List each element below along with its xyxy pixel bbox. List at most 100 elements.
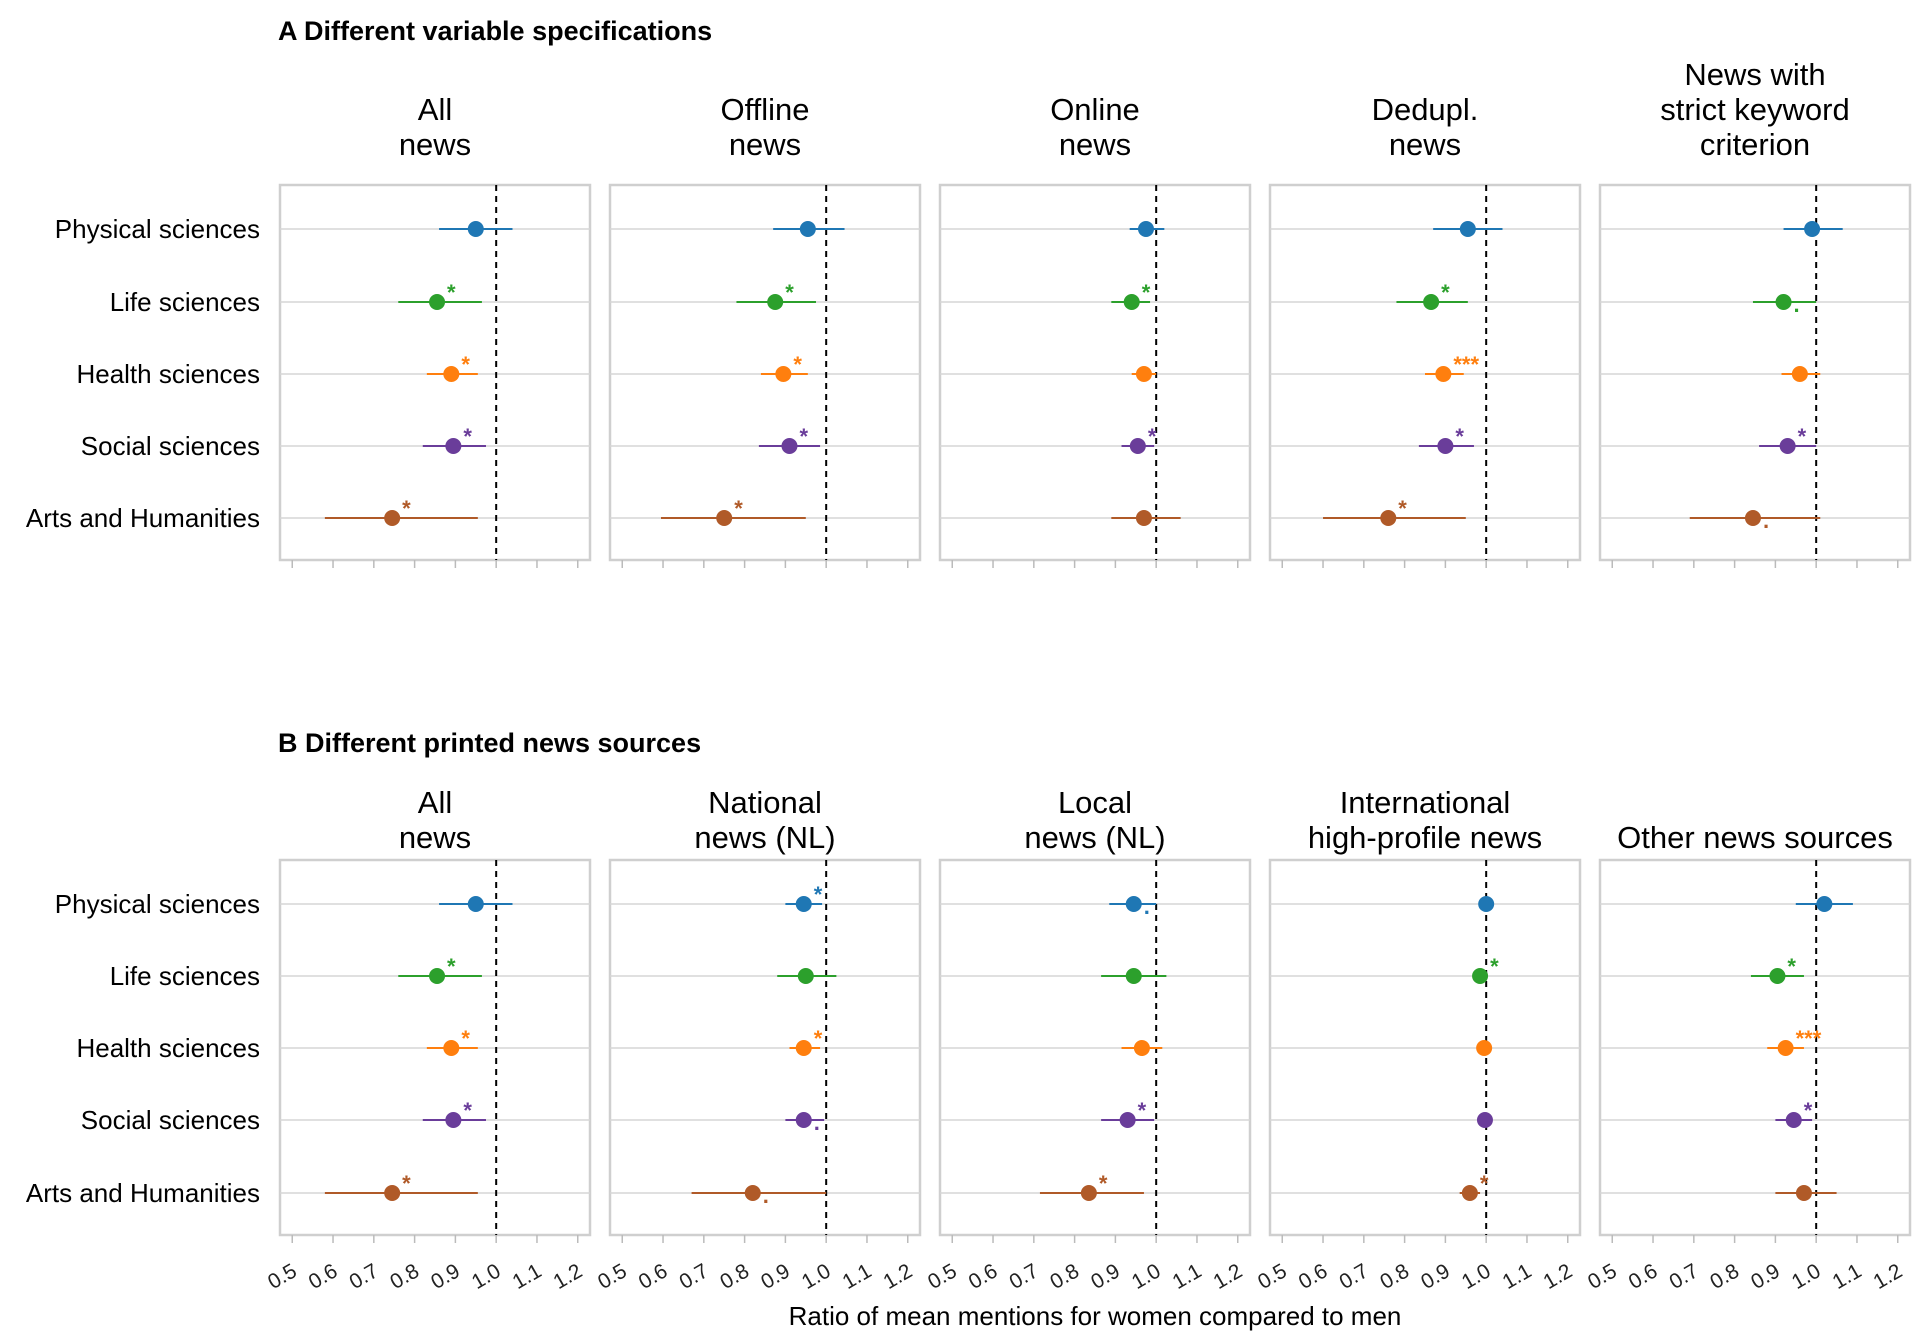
facet-title: criterion (1700, 127, 1810, 162)
point-estimate (445, 1112, 462, 1128)
x-tick-label: 0.9 (427, 1259, 464, 1294)
point-estimate (384, 510, 401, 526)
point-estimate (443, 1040, 460, 1056)
significance-marker: * (1787, 954, 1796, 979)
point-estimate (467, 221, 484, 237)
x-tick-label: 0.7 (1336, 1259, 1373, 1294)
x-tick-label: 1.2 (1539, 1259, 1576, 1294)
x-tick-label: 0.5 (924, 1259, 961, 1294)
row-label: Social sciences (81, 431, 260, 461)
x-tick-label: 1.0 (1128, 1259, 1165, 1294)
point-estimate (1744, 510, 1761, 526)
point-estimate (1125, 896, 1142, 912)
x-tick-label: 0.5 (1584, 1259, 1621, 1294)
significance-marker: * (463, 1098, 472, 1123)
point-estimate (1380, 510, 1397, 526)
panel-border (608, 183, 922, 562)
point-estimate (1476, 1040, 1493, 1056)
x-tick-label: 0.9 (757, 1259, 794, 1294)
x-tick-label: 0.6 (1295, 1259, 1332, 1294)
significance-marker: * (785, 280, 794, 305)
significance-marker: * (1398, 496, 1407, 521)
facet-title: Local (1058, 785, 1132, 820)
significance-marker: * (799, 424, 808, 449)
facet-panel: Dedupl.news****** (1268, 92, 1582, 568)
point-estimate (1816, 896, 1833, 912)
point-estimate (1804, 221, 1821, 237)
point-estimate (1119, 1112, 1136, 1128)
significance-marker: * (447, 954, 456, 979)
row-label: Arts and Humanities (26, 1178, 260, 1208)
facet-title: Dedupl. (1372, 92, 1479, 127)
significance-marker: * (461, 1026, 470, 1051)
point-estimate (795, 896, 812, 912)
point-estimate (467, 896, 484, 912)
row-label: Life sciences (110, 287, 260, 317)
significance-marker: * (1142, 280, 1151, 305)
point-estimate (1461, 1185, 1478, 1201)
significance-marker: *** (1453, 352, 1479, 377)
point-estimate (795, 1112, 812, 1128)
significance-marker: * (814, 1026, 823, 1051)
x-tick-label: 0.7 (676, 1259, 713, 1294)
section-title: A Different variable specifications (278, 16, 712, 46)
row-label: Health sciences (76, 359, 260, 389)
x-tick-label: 0.9 (1417, 1259, 1454, 1294)
x-tick-label: 1.2 (1209, 1259, 1246, 1294)
x-tick-label: 0.9 (1087, 1259, 1124, 1294)
row-label: Health sciences (76, 1033, 260, 1063)
significance-marker: * (1138, 1098, 1147, 1123)
point-estimate (767, 294, 784, 310)
section-b: B Different printed news sources Physical… (26, 728, 1912, 1294)
significance-marker: . (1763, 508, 1769, 533)
facet-title: All (418, 92, 452, 127)
significance-marker: * (1441, 280, 1450, 305)
x-tick-label: 0.8 (386, 1259, 423, 1294)
point-estimate (1435, 366, 1452, 382)
significance-marker: * (402, 496, 411, 521)
facet-title: news (NL) (1024, 820, 1165, 855)
point-estimate (1791, 366, 1808, 382)
point-estimate (744, 1185, 761, 1201)
significance-marker: * (814, 882, 823, 907)
x-tick-label: 0.7 (1666, 1259, 1703, 1294)
point-estimate (1129, 438, 1146, 454)
point-estimate (1478, 896, 1495, 912)
panel-border (1598, 183, 1912, 562)
x-tick-label: 0.5 (1254, 1259, 1291, 1294)
point-estimate (1472, 968, 1489, 984)
facet-title: National (708, 785, 822, 820)
significance-marker: * (734, 496, 743, 521)
x-tick-label: 0.7 (1006, 1259, 1043, 1294)
x-tick-label: 0.9 (1747, 1259, 1784, 1294)
section-title: B Different printed news sources (278, 728, 701, 758)
point-estimate (1769, 968, 1786, 984)
point-estimate (1133, 1040, 1150, 1056)
significance-marker: . (814, 1110, 820, 1135)
point-estimate (797, 968, 814, 984)
point-estimate (1779, 438, 1796, 454)
facet-title: news (399, 820, 471, 855)
significance-marker: * (793, 352, 802, 377)
x-tick-label: 1.1 (509, 1259, 546, 1294)
significance-marker: * (1480, 1171, 1489, 1196)
panel-border (1268, 183, 1582, 562)
significance-marker: . (1794, 292, 1800, 317)
x-tick-label: 0.6 (1625, 1259, 1662, 1294)
section-a: A Different variable specifications Physi… (26, 16, 1912, 568)
point-estimate (1135, 366, 1152, 382)
x-tick-label: 1.1 (1829, 1259, 1866, 1294)
significance-marker: * (463, 424, 472, 449)
panel-border (938, 183, 1252, 562)
x-tick-label: 1.0 (798, 1259, 835, 1294)
x-tick-label: 1.2 (879, 1259, 916, 1294)
point-estimate (1785, 1112, 1802, 1128)
facet-panel: Other news sources 0.5 0.6 0.7 0.8 0.9 1.0 1.1 1… (1584, 820, 1912, 1294)
x-tick-label: 0.6 (305, 1259, 342, 1294)
x-tick-label: 0.5 (264, 1259, 301, 1294)
x-tick-label: 1.1 (839, 1259, 876, 1294)
point-estimate (781, 438, 798, 454)
